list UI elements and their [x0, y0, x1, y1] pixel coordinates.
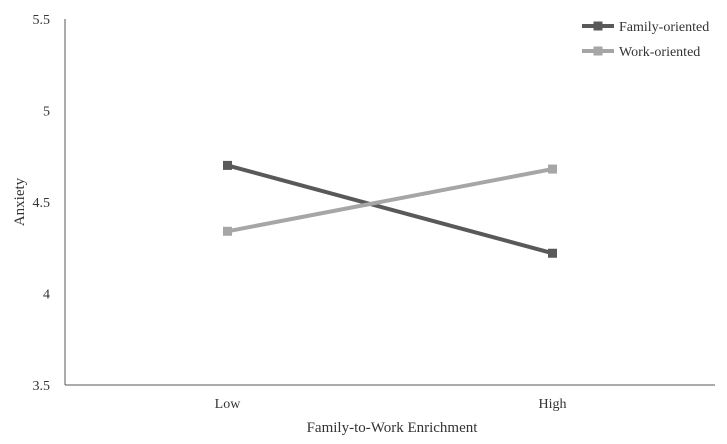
series-lines [223, 160, 557, 258]
series-line [227, 167, 553, 234]
data-point-marker [223, 160, 232, 170]
legend: Family-oriented Work-oriented [582, 20, 709, 60]
y-tick-label: 4.5 [33, 196, 51, 211]
legend-item: Family-oriented [582, 20, 709, 35]
y-tick-label: 5.5 [33, 13, 51, 28]
y-tick-label: 5 [43, 105, 50, 120]
legend-swatch-marker [593, 21, 603, 31]
legend-label: Family-oriented [619, 20, 709, 35]
legend-swatch-marker [593, 46, 603, 56]
legend-item: Work-oriented [582, 45, 700, 60]
legend-label: Work-oriented [619, 45, 700, 60]
x-tick-label: High [539, 397, 567, 412]
x-axis-title: Family-to-Work Enrichment [307, 420, 479, 436]
x-tick-labels: Low High [215, 397, 567, 412]
data-point-marker [548, 248, 557, 258]
data-point-marker [548, 164, 557, 174]
y-axis-title: Anxiety [12, 177, 28, 226]
axes [64, 19, 715, 386]
y-tick-label: 3.5 [33, 379, 51, 394]
x-tick-label: Low [215, 397, 242, 412]
y-tick-label: 4 [43, 288, 50, 303]
series-work-oriented [223, 164, 557, 236]
y-tick-labels: 3.5 4 4.5 5 5.5 [33, 13, 51, 394]
series-family-oriented [223, 160, 557, 258]
series-line [226, 163, 554, 256]
data-point-marker [223, 226, 232, 236]
